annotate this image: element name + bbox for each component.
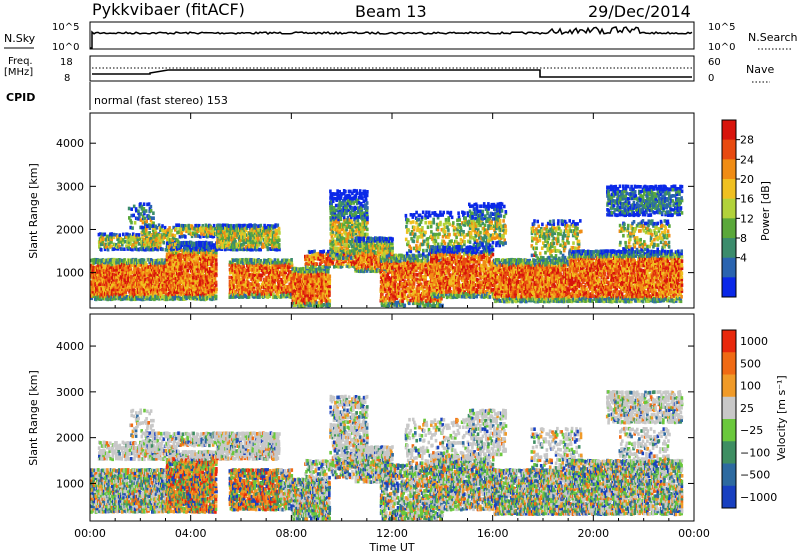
colorbar-swatch bbox=[722, 140, 736, 160]
colorbar-tick: 28 bbox=[740, 134, 754, 147]
noise-trace bbox=[90, 27, 692, 48]
y-tick-label: 3000 bbox=[56, 180, 84, 193]
nave-tick-low: 0 bbox=[708, 73, 714, 84]
x-tick-label: 08:00 bbox=[275, 527, 307, 540]
y-tick-label: 2000 bbox=[56, 223, 84, 236]
colorbar-swatch bbox=[722, 218, 736, 238]
velocity-colorbar-label: Velocity [m s⁻¹] bbox=[775, 375, 788, 460]
noise-tick-high-left: 10^5 bbox=[52, 22, 79, 33]
colorbar-tick: 100 bbox=[740, 380, 761, 393]
y-tick-label: 1000 bbox=[56, 267, 84, 280]
date-label: 29/Dec/2014 bbox=[588, 2, 691, 21]
colorbar-swatch bbox=[722, 419, 736, 442]
freq-tick-low: 8 bbox=[64, 73, 70, 84]
power-colorbar: 28 24 20 16 12 8 4 bbox=[722, 120, 754, 297]
power-colorbar-label: Power [dB] bbox=[759, 181, 772, 241]
colorbar-swatch bbox=[722, 464, 736, 487]
velocity-scatter-cells bbox=[90, 390, 683, 521]
x-tick-label: 04:00 bbox=[175, 527, 207, 540]
y-tick-label: 3000 bbox=[56, 386, 84, 399]
y-tick-label: 4000 bbox=[56, 340, 84, 353]
x-tick-label: 12:00 bbox=[376, 527, 408, 540]
x-tick-label: 20:00 bbox=[577, 527, 609, 540]
colorbar-tick: 500 bbox=[740, 357, 761, 370]
radar-summary-plot: Pykkvibaer (fitACF) Beam 13 29/Dec/2014 … bbox=[0, 0, 800, 554]
freq-trace bbox=[92, 70, 692, 77]
power-ylabel: Slant Range [km] bbox=[27, 163, 40, 259]
nave-label: Nave bbox=[746, 63, 774, 76]
colorbar-swatch bbox=[722, 330, 736, 353]
x-tick-label: 00:00 bbox=[74, 527, 106, 540]
freq-label-line2: [MHz] bbox=[4, 67, 33, 78]
velocity-panel: 1000 2000 3000 4000 Slant Range [km] 00:00 0… bbox=[27, 314, 788, 540]
velocity-colorbar: 1000 500 100 25 −25 −100 −500 −1000 bbox=[722, 330, 777, 508]
colorbar-tick: 8 bbox=[740, 232, 747, 245]
cpid-panel: CPID normal (fast stereo) 153 bbox=[6, 82, 228, 110]
colorbar-swatch bbox=[722, 179, 736, 199]
colorbar-tick: 4 bbox=[740, 252, 747, 265]
colorbar-swatch bbox=[722, 258, 736, 278]
colorbar-swatch bbox=[722, 277, 736, 297]
y-tick-label: 2000 bbox=[56, 432, 84, 445]
colorbar-swatch bbox=[722, 486, 736, 509]
colorbar-tick: −100 bbox=[740, 446, 770, 459]
noise-tick-high-right: 10^5 bbox=[708, 22, 735, 33]
x-tick-label: 16:00 bbox=[477, 527, 509, 540]
nsearch-label: N.Search bbox=[748, 31, 798, 44]
colorbar-tick: −500 bbox=[740, 469, 770, 482]
radar-title: Pykkvibaer (fitACF) bbox=[92, 0, 245, 19]
freq-label-line1: Freq. bbox=[8, 56, 33, 67]
colorbar-tick: 16 bbox=[740, 193, 754, 206]
colorbar-tick: −25 bbox=[740, 424, 763, 437]
colorbar-swatch bbox=[722, 238, 736, 258]
colorbar-swatch bbox=[722, 441, 736, 464]
x-axis-label: Time UT bbox=[368, 541, 414, 554]
colorbar-swatch bbox=[722, 397, 736, 420]
colorbar-swatch bbox=[722, 375, 736, 398]
nave-tick-high: 60 bbox=[708, 57, 721, 68]
colorbar-tick: 20 bbox=[740, 173, 754, 186]
freq-panel: Freq. [MHz] 18 8 60 0 Nave bbox=[4, 56, 774, 84]
y-tick-label: 4000 bbox=[56, 137, 84, 150]
colorbar-swatch bbox=[722, 352, 736, 375]
colorbar-tick: 25 bbox=[740, 402, 754, 415]
x-tick-label: 00:00 bbox=[678, 527, 710, 540]
y-tick-label: 1000 bbox=[56, 477, 84, 490]
colorbar-swatch bbox=[722, 159, 736, 179]
power-panel: 1000 2000 3000 4000 Slant Range [km] 28 24 20… bbox=[27, 113, 772, 308]
power-scatter-cells bbox=[90, 185, 683, 308]
noise-tick-low-left: 10^0 bbox=[52, 42, 79, 53]
noise-tick-low-right: 10^0 bbox=[708, 42, 735, 53]
cpid-label: CPID bbox=[6, 91, 35, 104]
colorbar-tick: 24 bbox=[740, 153, 754, 166]
colorbar-tick: 1000 bbox=[740, 335, 768, 348]
colorbar-tick: −1000 bbox=[740, 491, 777, 504]
freq-tick-high: 18 bbox=[60, 57, 73, 68]
beam-label: Beam 13 bbox=[355, 2, 427, 21]
velocity-ylabel: Slant Range [km] bbox=[27, 370, 40, 466]
colorbar-tick: 12 bbox=[740, 212, 754, 225]
colorbar-swatch bbox=[722, 199, 736, 219]
noise-panel: N.Sky 10^5 10^0 10^5 10^0 N.Search bbox=[4, 22, 798, 53]
colorbar-swatch bbox=[722, 120, 736, 140]
nsky-label: N.Sky bbox=[4, 32, 36, 45]
cpid-text: normal (fast stereo) 153 bbox=[94, 94, 228, 107]
